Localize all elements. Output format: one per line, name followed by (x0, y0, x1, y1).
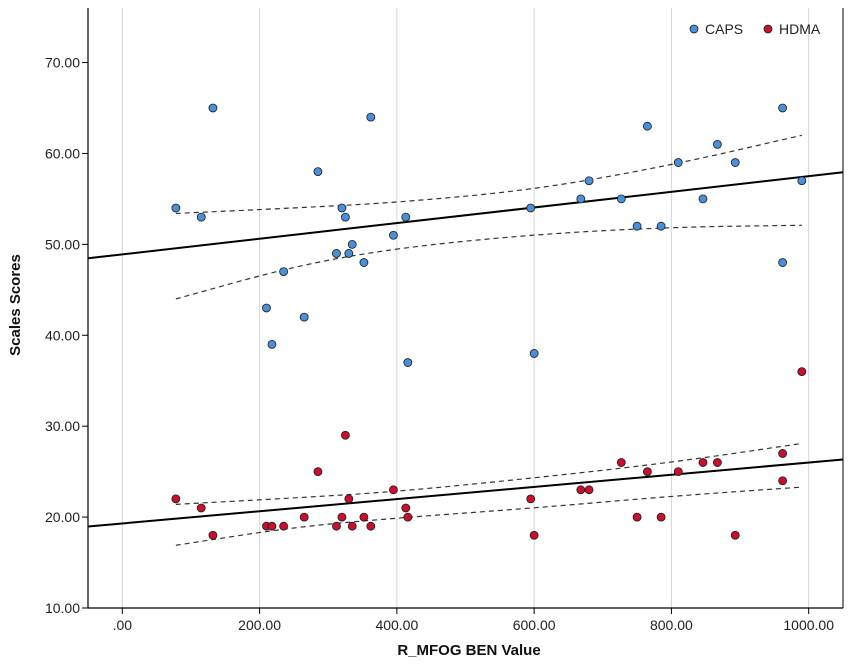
data-point-hdma (196, 503, 206, 513)
data-point-caps (340, 212, 350, 222)
data-point-hdma (299, 512, 309, 522)
data-point-caps (778, 103, 787, 113)
y-axis-ticks: 10.00 20.00 30.00 40.00 50.00 60.00 70.00 (45, 55, 88, 616)
data-point-caps (576, 194, 586, 204)
legend-label-hdma: HDMA (779, 21, 821, 37)
data-point-hdma (616, 458, 626, 467)
data-point-hdma (730, 530, 740, 540)
data-point-hdma (403, 512, 413, 522)
y-tick-label: 20.00 (45, 509, 80, 525)
data-point-hdma (584, 485, 594, 495)
data-point-caps (347, 239, 357, 249)
legend-label-caps: CAPS (705, 21, 743, 37)
data-point-hdma (529, 530, 539, 540)
ci-band-lower-hdma (175, 486, 802, 546)
data-point-hdma (673, 467, 683, 477)
legend-marker-hdma (763, 24, 773, 34)
data-point-hdma (642, 467, 652, 477)
data-point-caps (616, 194, 626, 204)
data-point-hdma (279, 521, 289, 531)
data-point-caps (337, 203, 347, 213)
data-point-caps (366, 112, 376, 122)
data-point-caps (262, 303, 271, 313)
y-tick-label: 50.00 (45, 236, 80, 252)
plot-frame (87, 8, 844, 609)
data-point-hdma (347, 521, 357, 531)
data-points (171, 103, 807, 540)
data-point-hdma (712, 458, 722, 467)
y-tick-label: 10.00 (45, 600, 80, 616)
data-point-hdma (344, 494, 354, 504)
data-point-caps (712, 139, 722, 149)
data-point-caps (656, 221, 666, 231)
data-point-caps (698, 194, 708, 204)
data-point-caps (403, 358, 413, 367)
data-point-caps (632, 221, 642, 231)
data-point-hdma (340, 430, 350, 440)
y-tick-label: 70.00 (45, 55, 80, 71)
data-point-hdma (208, 530, 218, 540)
data-point-caps (529, 349, 539, 358)
data-point-hdma (698, 458, 708, 467)
x-tick-label: 800.00 (650, 617, 693, 633)
ci-band-upper-caps (175, 134, 802, 215)
data-point-caps (673, 158, 683, 167)
data-point-caps (526, 203, 536, 213)
y-tick-label: 60.00 (45, 145, 80, 161)
y-axis-title: Scales Scores (7, 254, 24, 356)
y-tick-label: 40.00 (45, 327, 80, 343)
data-point-caps (299, 312, 309, 322)
data-point-hdma (778, 449, 787, 458)
data-point-hdma (313, 467, 323, 477)
data-point-hdma (171, 494, 181, 504)
data-point-caps (584, 176, 594, 186)
data-point-hdma (359, 512, 369, 522)
data-point-caps (401, 212, 411, 222)
data-point-caps (279, 267, 289, 277)
data-point-hdma (401, 503, 411, 513)
fit-lines (87, 134, 844, 546)
x-tick-label: 400.00 (375, 617, 418, 633)
fit-line-caps (87, 171, 844, 260)
legend-marker-caps (689, 24, 699, 34)
data-point-hdma (337, 512, 347, 522)
data-point-caps (267, 339, 277, 349)
data-point-caps (778, 258, 787, 267)
data-point-hdma (656, 512, 666, 522)
y-tick-label: 30.00 (45, 418, 80, 434)
x-tick-label: 1000.00 (783, 617, 834, 633)
data-point-caps (332, 249, 341, 258)
x-axis-title: R_MFOG BEN Value (397, 642, 540, 659)
data-point-hdma (389, 485, 398, 495)
data-point-caps (196, 212, 206, 222)
x-axis-ticks: .00 200.00 400.00 600.00 800.00 1000.00 (113, 608, 834, 633)
data-point-caps (171, 203, 181, 213)
data-point-hdma (797, 367, 807, 377)
data-point-caps (389, 230, 398, 240)
data-point-hdma (778, 476, 787, 486)
plot-background (88, 8, 843, 608)
grid-lines (121, 8, 810, 608)
data-point-caps (730, 158, 740, 167)
legend: CAPS HDMA (689, 21, 821, 37)
data-point-hdma (366, 521, 376, 531)
x-tick-label: .00 (113, 617, 133, 633)
fit-line-hdma (87, 458, 844, 528)
data-point-caps (313, 167, 323, 177)
data-point-caps (344, 249, 354, 258)
ci-band-lower-caps (175, 224, 802, 300)
data-point-caps (208, 103, 218, 113)
data-point-caps (359, 258, 369, 267)
data-point-hdma (267, 521, 277, 531)
data-point-hdma (332, 521, 341, 531)
data-point-caps (797, 176, 807, 186)
data-point-hdma (576, 485, 586, 495)
x-tick-label: 600.00 (513, 617, 556, 633)
x-tick-label: 200.00 (238, 617, 281, 633)
ci-band-upper-hdma (175, 442, 802, 505)
data-point-hdma (632, 512, 642, 522)
data-point-hdma (526, 494, 536, 504)
data-point-caps (642, 121, 652, 131)
